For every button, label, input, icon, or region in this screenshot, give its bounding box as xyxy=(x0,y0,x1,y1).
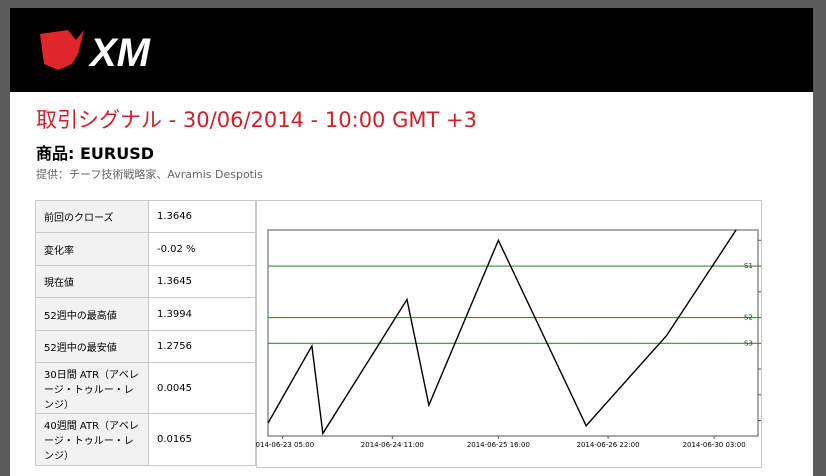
x-tick-label: 2014-06-26 22:00 xyxy=(577,441,640,449)
value-cell: -0.02 % xyxy=(148,232,256,266)
value-cell: 1.3645 xyxy=(148,265,256,298)
logo-text: XM xyxy=(88,31,152,75)
label-cell: 現在値 xyxy=(35,265,149,298)
zigzag-line xyxy=(267,229,737,436)
x-tick-label: 2014-06-30 03:00 xyxy=(683,441,746,449)
logo-mark xyxy=(40,30,84,70)
label-cell: 52週中の最安値 xyxy=(35,330,149,363)
value-cell: 1.2756 xyxy=(148,330,256,363)
table-row: 変化率 -0.02 % xyxy=(35,232,256,266)
x-tick-label: 2014-06-25 16:00 xyxy=(467,441,530,449)
title: 取引シグナル - 30/06/2014 - 10:00 GMT +3 xyxy=(36,108,477,132)
label-cell: 30日間 ATR（アベレージ・トゥルー・レンジ） xyxy=(35,362,149,414)
label-cell: 40週間 ATR（アベレージ・トゥルー・レンジ） xyxy=(35,413,149,466)
chart: 1.36501.36401.36301.36201.36101.36001.35… xyxy=(256,200,762,468)
x-tick-label: 2014-06-24 11:00 xyxy=(361,441,424,449)
logo: XM xyxy=(40,30,152,75)
table-row: 52週中の最高値 1.3994 xyxy=(35,297,256,331)
value-cell: 0.0165 xyxy=(148,413,256,466)
table-row: 40週間 ATR（アベレージ・トゥルー・レンジ） 0.0165 xyxy=(35,413,256,466)
table-row: 52週中の最安値 1.2756 xyxy=(35,330,256,363)
product: 商品: EURUSD xyxy=(36,144,155,163)
table-row: 前回のクローズ 1.3646 xyxy=(35,200,256,233)
label-cell: 前回のクローズ xyxy=(35,200,149,233)
label-cell: 52週中の最高値 xyxy=(35,297,149,331)
value-cell: 1.3994 xyxy=(148,297,256,331)
value-cell: 1.3646 xyxy=(148,200,256,233)
stats-table: 前回のクローズ 1.3646 変化率 -0.02 % 現在値 1.3645 52週中の最高値… xyxy=(35,200,256,466)
plot-frame xyxy=(267,229,759,437)
header: XM xyxy=(10,8,813,92)
table-row: 現在値 1.3645 xyxy=(35,265,256,298)
value-cell: 0.0045 xyxy=(148,362,256,414)
x-tick-label: 2014-06-23 05:00 xyxy=(256,441,314,449)
level-label: S2 xyxy=(744,314,753,322)
label-cell: 変化率 xyxy=(35,232,149,266)
level-label: S1 xyxy=(744,262,753,270)
email-panel: XM 取引シグナル - 30/06/2014 - 10:00 GMT +3 商品… xyxy=(10,8,813,476)
chart-frame xyxy=(256,200,762,468)
table-row: 30日間 ATR（アベレージ・トゥルー・レンジ） 0.0045 xyxy=(35,362,256,414)
source: 提供：チーフ技術戦略家、Avramis Despotis xyxy=(36,168,263,181)
level-label: S3 xyxy=(744,339,753,347)
